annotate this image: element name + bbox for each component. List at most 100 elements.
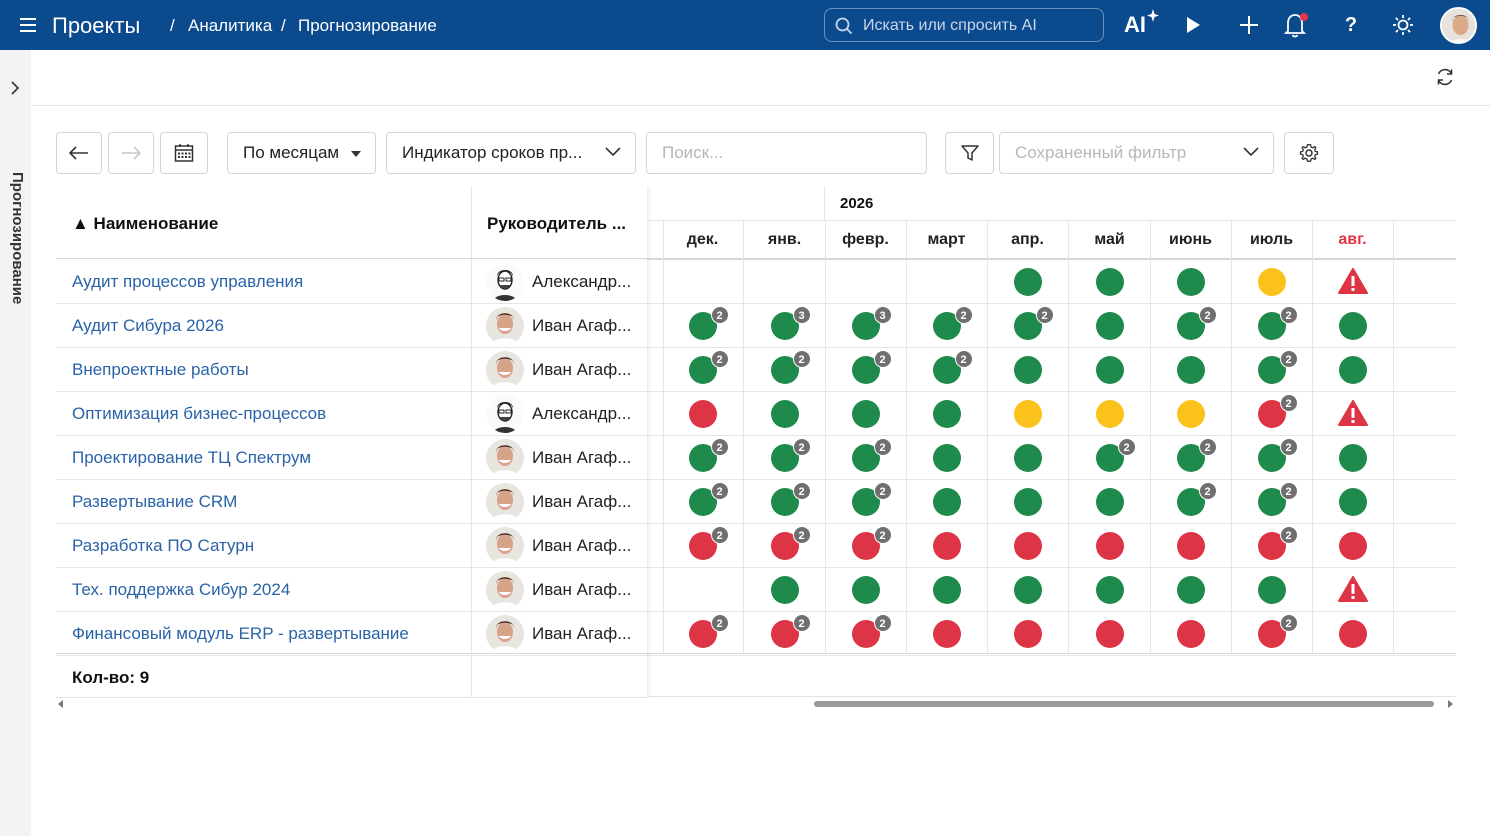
ai-sparkle-icon[interactable]: AI <box>1122 9 1162 40</box>
chevron-right-icon[interactable] <box>9 80 21 96</box>
status-green-dot[interactable] <box>1338 356 1367 384</box>
status-green-dot[interactable] <box>1176 356 1205 384</box>
period-select[interactable]: По месяцам <box>227 132 376 174</box>
status-green-dot[interactable] <box>1013 488 1042 516</box>
status-green-dot[interactable] <box>932 400 961 428</box>
project-name-link[interactable]: Проектирование ТЦ Спектрум <box>72 448 312 467</box>
refresh-icon[interactable] <box>1434 66 1456 88</box>
project-name-link[interactable]: Внепроектные работы <box>72 360 249 379</box>
month-header[interactable]: янв. <box>767 231 802 248</box>
table-row[interactable] <box>56 392 1456 436</box>
saved-filter-select[interactable]: Сохраненный фильтр <box>999 132 1274 174</box>
sun-icon[interactable] <box>1388 10 1418 40</box>
status-green-dot[interactable] <box>851 576 880 604</box>
status-green-dot[interactable] <box>1176 576 1205 604</box>
column-header-name[interactable]: ▲ Наименование <box>72 214 219 233</box>
month-header[interactable]: авг. <box>1338 231 1367 248</box>
table-row[interactable] <box>56 612 1456 656</box>
status-green-dot[interactable] <box>1095 268 1124 296</box>
scroll-right-icon[interactable] <box>1447 700 1453 708</box>
status-red-dot[interactable] <box>688 400 717 428</box>
project-name-link[interactable]: Оптимизация бизнес-процессов <box>72 404 327 423</box>
status-green-dot[interactable] <box>1095 312 1124 340</box>
column-header-manager[interactable]: Руководитель ... <box>487 214 627 233</box>
table-row[interactable] <box>56 524 1456 568</box>
table-row[interactable] <box>56 568 1456 612</box>
status-yellow-dot[interactable] <box>1176 400 1205 428</box>
project-name-link[interactable]: Аудит процессов управления <box>72 272 304 291</box>
status-yellow-dot[interactable] <box>1257 268 1286 296</box>
status-green-dot[interactable] <box>1338 312 1367 340</box>
month-header[interactable]: дек. <box>686 231 719 248</box>
status-red-dot[interactable] <box>1095 532 1124 560</box>
status-green-dot[interactable] <box>932 576 961 604</box>
month-header[interactable]: апр. <box>1011 231 1044 248</box>
calendar-button[interactable] <box>160 132 208 174</box>
bell-icon[interactable] <box>1281 10 1311 40</box>
status-red-dot[interactable] <box>1176 620 1205 648</box>
month-header[interactable]: май <box>1094 231 1125 248</box>
sidebar-label[interactable]: Прогнозирование <box>9 172 26 305</box>
horizontal-scrollbar[interactable] <box>56 698 1456 710</box>
status-green-dot[interactable] <box>851 400 880 428</box>
table-row[interactable] <box>56 304 1456 348</box>
status-green-dot[interactable] <box>1013 576 1042 604</box>
warning-icon[interactable] <box>1337 576 1368 607</box>
month-header[interactable]: февр. <box>842 231 889 248</box>
table-row[interactable] <box>56 260 1456 304</box>
status-green-dot[interactable] <box>932 444 961 472</box>
app-title[interactable]: Проекты <box>52 13 141 38</box>
status-red-dot[interactable] <box>932 532 961 560</box>
status-yellow-dot[interactable] <box>1013 400 1042 428</box>
warning-icon[interactable] <box>1337 268 1368 299</box>
status-green-dot[interactable] <box>1095 356 1124 384</box>
help-icon[interactable]: ? <box>1344 13 1358 36</box>
table-row[interactable] <box>56 348 1456 392</box>
warning-icon[interactable] <box>1337 400 1368 431</box>
status-red-dot[interactable] <box>932 620 961 648</box>
status-red-dot[interactable] <box>1013 532 1042 560</box>
project-name-link[interactable]: Финансовый модуль ERP - развертывание <box>72 624 409 643</box>
scroll-left-icon[interactable] <box>58 700 64 708</box>
status-green-dot[interactable] <box>1176 268 1205 296</box>
status-green-dot[interactable] <box>1338 488 1367 516</box>
month-header[interactable]: март <box>927 231 966 248</box>
plus-icon[interactable] <box>1234 10 1264 40</box>
status-red-dot[interactable] <box>1338 532 1367 560</box>
status-green-dot[interactable] <box>1095 488 1124 516</box>
status-green-dot[interactable] <box>1257 576 1286 604</box>
status-green-dot[interactable] <box>770 400 799 428</box>
menu-icon[interactable] <box>20 14 40 36</box>
status-red-dot[interactable] <box>1095 620 1124 648</box>
play-icon[interactable] <box>1178 10 1208 40</box>
status-green-dot[interactable] <box>932 488 961 516</box>
indicator-select[interactable]: Индикатор сроков пр... <box>386 132 636 174</box>
status-yellow-dot[interactable] <box>1095 400 1124 428</box>
status-green-dot[interactable] <box>770 576 799 604</box>
table-row[interactable] <box>56 436 1456 480</box>
project-name-link[interactable]: Разработка ПО Сатурн <box>72 536 255 555</box>
settings-button[interactable] <box>1284 132 1334 174</box>
global-search[interactable]: Искать или спросить AI <box>824 8 1104 42</box>
month-header[interactable]: июль <box>1249 231 1294 248</box>
status-red-dot[interactable] <box>1013 620 1042 648</box>
month-header[interactable]: июнь <box>1169 231 1212 248</box>
table-row[interactable] <box>56 480 1456 524</box>
status-red-dot[interactable] <box>1338 620 1367 648</box>
status-green-dot[interactable] <box>1338 444 1367 472</box>
search-input[interactable] <box>646 132 927 174</box>
status-red-dot[interactable] <box>1176 532 1205 560</box>
status-green-dot[interactable] <box>1095 576 1124 604</box>
status-green-dot[interactable] <box>1013 268 1042 296</box>
status-green-dot[interactable] <box>1013 444 1042 472</box>
breadcrumb-analytics[interactable]: Аналитика <box>188 16 273 35</box>
project-name-link[interactable]: Аудит Сибура 2026 <box>72 316 224 335</box>
scrollbar-thumb[interactable] <box>814 701 1434 707</box>
status-green-dot[interactable] <box>1013 356 1042 384</box>
user-avatar[interactable] <box>1440 7 1477 44</box>
forward-button[interactable] <box>108 132 154 174</box>
project-name-link[interactable]: Тех. поддержка Сибур 2024 <box>72 580 291 599</box>
filter-button[interactable] <box>945 132 994 174</box>
project-name-link[interactable]: Развертывание CRM <box>72 492 238 511</box>
back-button[interactable] <box>56 132 102 174</box>
